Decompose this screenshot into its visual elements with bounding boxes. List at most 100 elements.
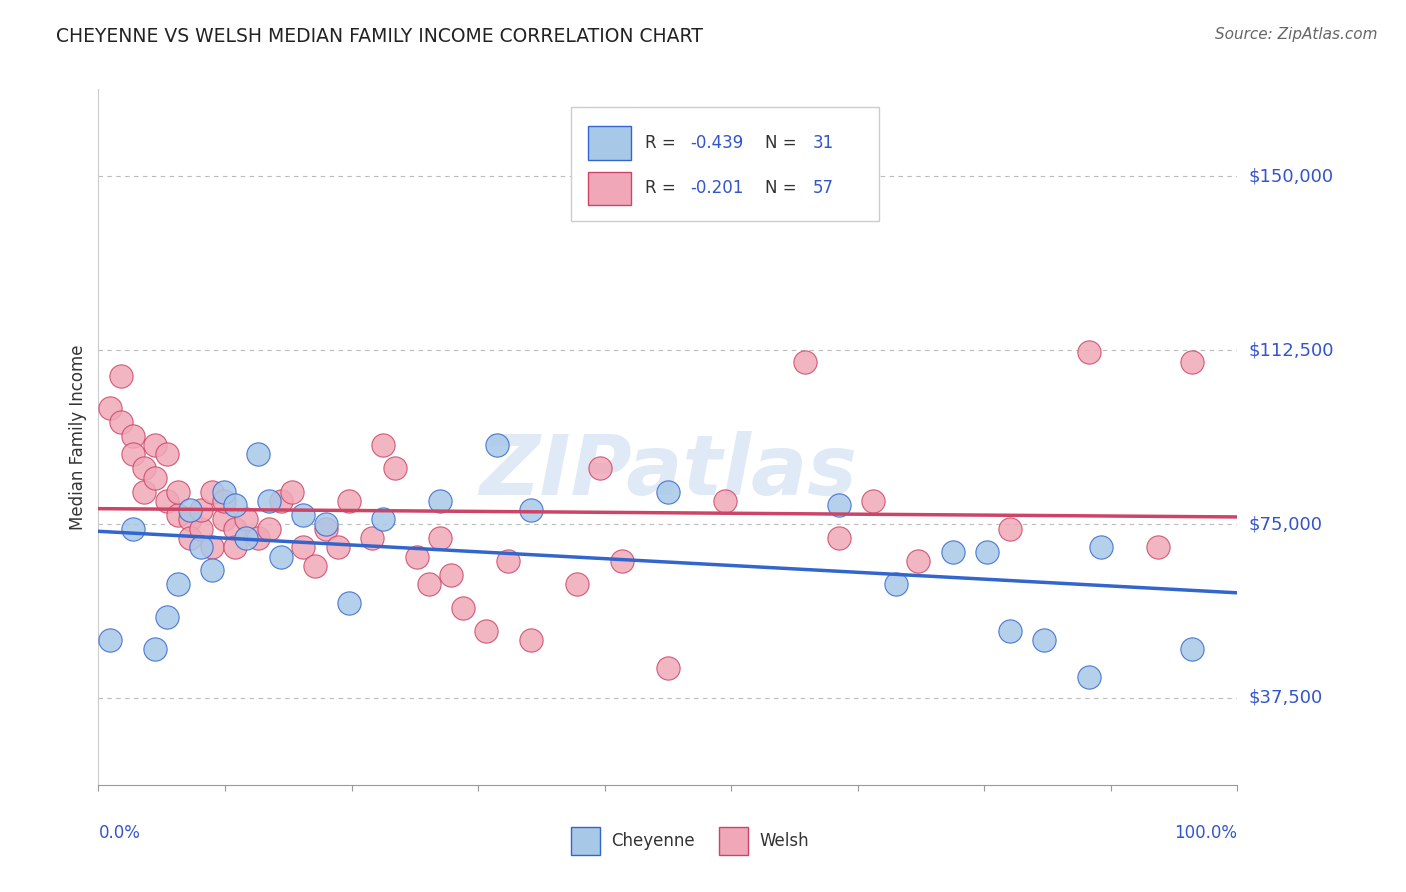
Point xyxy=(259,493,281,508)
Point xyxy=(281,484,304,499)
Text: CHEYENNE VS WELSH MEDIAN FAMILY INCOME CORRELATION CHART: CHEYENNE VS WELSH MEDIAN FAMILY INCOME C… xyxy=(56,27,703,45)
Text: 0.0%: 0.0% xyxy=(98,824,141,842)
Text: 57: 57 xyxy=(813,179,834,197)
FancyBboxPatch shape xyxy=(571,827,599,855)
Point xyxy=(429,493,451,508)
Text: N =: N = xyxy=(765,134,801,153)
Point xyxy=(440,568,463,582)
Point xyxy=(190,522,212,536)
Point xyxy=(714,493,737,508)
Point xyxy=(418,577,440,591)
Point xyxy=(179,531,201,545)
Point xyxy=(167,508,190,522)
Point xyxy=(259,522,281,536)
Point xyxy=(98,401,121,415)
Text: Source: ZipAtlas.com: Source: ZipAtlas.com xyxy=(1215,27,1378,42)
Point xyxy=(167,484,190,499)
FancyBboxPatch shape xyxy=(588,171,631,205)
Text: Cheyenne: Cheyenne xyxy=(612,831,695,849)
Point xyxy=(246,531,269,545)
Point xyxy=(212,484,235,499)
Point xyxy=(998,624,1021,638)
Text: Welsh: Welsh xyxy=(759,831,808,849)
Point xyxy=(371,512,394,526)
Point xyxy=(520,503,543,517)
Point xyxy=(498,554,520,568)
Point xyxy=(145,438,167,452)
Point xyxy=(520,633,543,648)
Point xyxy=(862,493,884,508)
Point xyxy=(657,661,679,675)
Point xyxy=(270,549,292,564)
Point xyxy=(429,531,451,545)
Point xyxy=(976,545,998,559)
Point xyxy=(588,461,610,475)
Text: $112,500: $112,500 xyxy=(1249,341,1334,359)
Point xyxy=(451,600,474,615)
Point xyxy=(212,493,235,508)
Point xyxy=(884,577,907,591)
Point xyxy=(384,461,406,475)
Point xyxy=(657,484,679,499)
Point xyxy=(828,531,851,545)
Point xyxy=(201,564,224,578)
Point xyxy=(179,512,201,526)
Point xyxy=(337,596,360,610)
Point xyxy=(132,484,155,499)
Point xyxy=(190,503,212,517)
FancyBboxPatch shape xyxy=(718,827,748,855)
Point xyxy=(1090,540,1112,554)
Point xyxy=(235,531,257,545)
Point xyxy=(201,484,224,499)
Point xyxy=(121,429,143,443)
Text: -0.439: -0.439 xyxy=(690,134,744,153)
FancyBboxPatch shape xyxy=(571,106,879,221)
Point xyxy=(224,522,246,536)
Point xyxy=(224,499,246,513)
Point xyxy=(235,512,257,526)
Point xyxy=(246,447,269,462)
Point xyxy=(292,540,315,554)
Point xyxy=(98,633,121,648)
Point xyxy=(156,610,179,624)
Point xyxy=(1078,670,1101,684)
Point xyxy=(907,554,929,568)
Text: N =: N = xyxy=(765,179,801,197)
Text: $75,000: $75,000 xyxy=(1249,515,1323,533)
Text: R =: R = xyxy=(645,179,681,197)
Text: $37,500: $37,500 xyxy=(1249,689,1323,707)
Text: $150,000: $150,000 xyxy=(1249,167,1333,186)
Point xyxy=(212,512,235,526)
Point xyxy=(110,415,132,429)
Point xyxy=(998,522,1021,536)
Point xyxy=(337,493,360,508)
Point xyxy=(156,447,179,462)
Point xyxy=(110,368,132,383)
Point xyxy=(1078,345,1101,359)
Point xyxy=(942,545,965,559)
Point xyxy=(1181,354,1204,368)
Point xyxy=(167,577,190,591)
Point xyxy=(828,499,851,513)
Point xyxy=(304,558,326,573)
Point xyxy=(474,624,496,638)
Point xyxy=(565,577,588,591)
Point xyxy=(190,540,212,554)
Point xyxy=(270,493,292,508)
Point xyxy=(326,540,349,554)
Point xyxy=(406,549,429,564)
Point xyxy=(793,354,815,368)
Point xyxy=(1146,540,1168,554)
Point xyxy=(1032,633,1054,648)
Text: R =: R = xyxy=(645,134,681,153)
Point xyxy=(292,508,315,522)
Point xyxy=(145,642,167,657)
Text: 100.0%: 100.0% xyxy=(1174,824,1237,842)
Point xyxy=(121,447,143,462)
Point xyxy=(315,522,337,536)
Point xyxy=(121,522,143,536)
FancyBboxPatch shape xyxy=(588,127,631,160)
Point xyxy=(179,503,201,517)
Point xyxy=(360,531,382,545)
Point xyxy=(145,470,167,484)
